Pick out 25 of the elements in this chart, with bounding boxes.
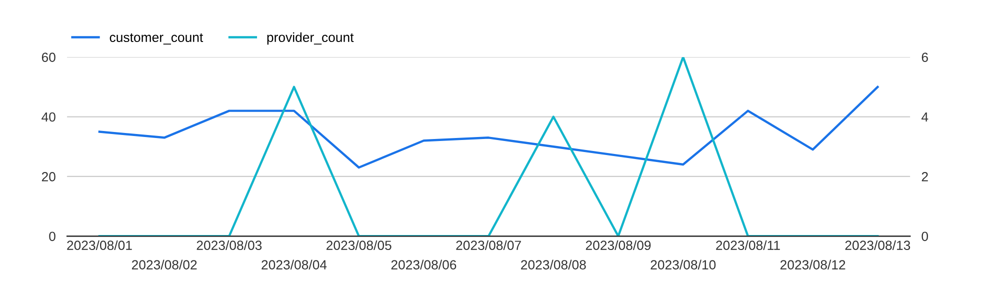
y2-tick-label: 2 [922,172,928,182]
y-tick-label: 40 [42,112,56,122]
y2-tick-label: 4 [921,112,928,122]
y2-tick-label: 0 [922,232,928,242]
x-tick-label: 2023/08/12 [780,260,846,270]
x-tick-label: 2023/08/13 [845,240,910,250]
x-tick-label: 2023/08/07 [456,240,521,250]
x-tick-label: 2023/08/06 [391,260,456,270]
x-tick-label: 2023/08/08 [521,260,586,270]
y2-tick-label: 6 [922,52,928,62]
x-tick-label: 2023/08/05 [326,240,392,250]
y-tick-label: 0 [49,232,56,242]
line-series [98,57,879,236]
legend-label: customer_count [110,33,204,45]
x-tick-label: 2023/08/09 [586,240,651,250]
x-tick-label: 2023/08/04 [262,260,327,270]
x-tick-label: 2023/08/11 [716,240,780,250]
y-tick-label: 60 [42,52,56,62]
x-tick-label: 2023/08/03 [196,240,262,250]
y-tick-label: 20 [42,172,56,182]
legend-label: provider_count [267,32,354,45]
x-tick-label: 2023/08/01 [67,240,132,250]
x-tick-label: 2023/08/02 [132,260,197,270]
line-series [98,86,879,169]
x-tick-label: 2023/08/10 [650,260,716,270]
